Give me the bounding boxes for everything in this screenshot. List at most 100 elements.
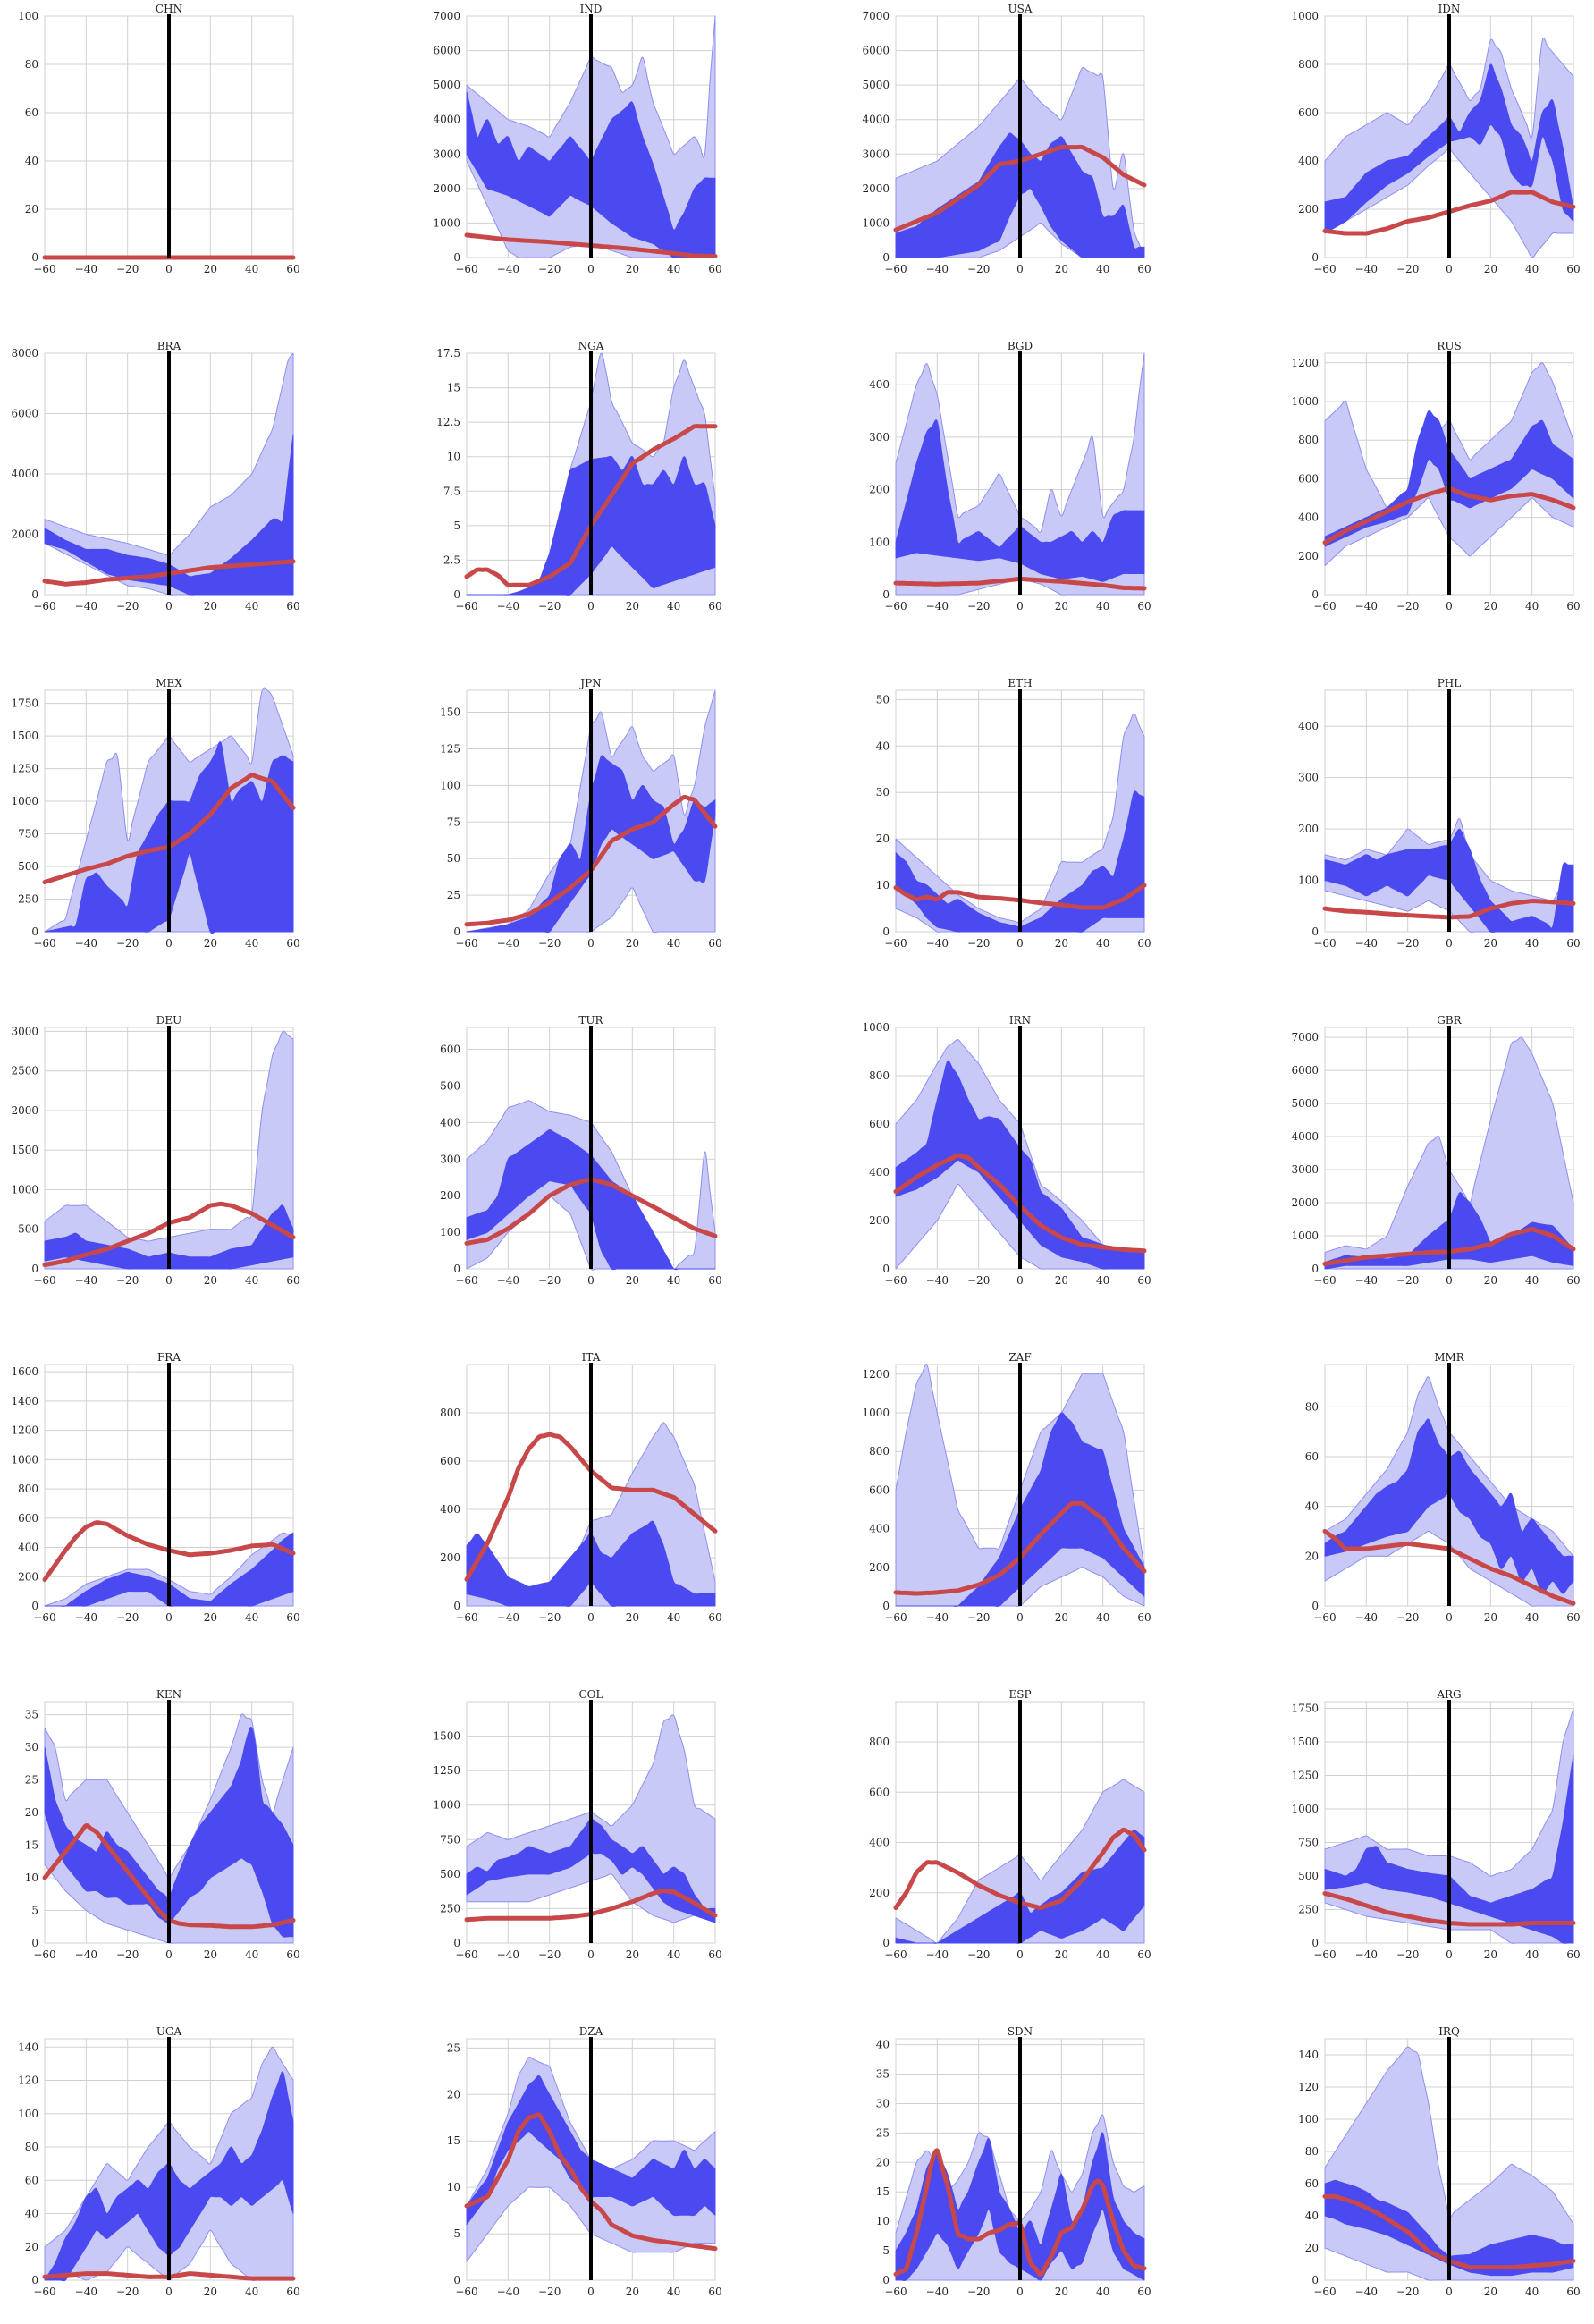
x-tick-label: 60 xyxy=(708,937,721,950)
x-tick-label: 20 xyxy=(204,1948,217,1961)
x-tick-label: 60 xyxy=(1566,1611,1580,1624)
x-tick-label: −60 xyxy=(455,2286,477,2298)
x-tick-label: −40 xyxy=(497,600,519,613)
x-tick-label: 60 xyxy=(286,2286,299,2298)
x-tick-label: 0 xyxy=(587,1948,595,1961)
x-tick-label: −20 xyxy=(116,1611,139,1624)
y-tick-label: 750 xyxy=(18,828,38,841)
y-tick-label: 600 xyxy=(440,1044,460,1056)
y-tick-label: 1000 xyxy=(862,1021,890,1034)
y-tick-label: 400 xyxy=(869,1166,890,1179)
y-tick-label: 1000 xyxy=(1291,1230,1319,1242)
chart-uga: UGA −60 −40 −20 0 20 40 60 0 20 40 60 80 100 120 140 xyxy=(18,2025,300,2298)
panel-phl: PHL −60 −40 −20 0 20 40 60 0 100 200 300 400 xyxy=(1282,677,1584,959)
x-tick-label: −40 xyxy=(926,1611,949,1624)
x-tick-label: 40 xyxy=(1096,600,1109,613)
y-tick-label: 400 xyxy=(869,378,890,391)
x-tick-label: −20 xyxy=(1396,263,1419,275)
x-tick-label: 60 xyxy=(708,1274,721,1287)
y-tick-label: 1000 xyxy=(1291,1803,1319,1815)
panel-zaf: ZAF −60 −40 −20 0 20 40 60 0 200 400 600 800 1000 1200 xyxy=(853,1351,1155,1633)
y-tick-label: 600 xyxy=(1298,472,1319,485)
x-tick-label: −60 xyxy=(33,600,55,613)
plot-area-deu: DEU −60 −40 −20 0 20 40 60 0 500 1000 1500 2000 2500 3… xyxy=(11,1014,299,1287)
y-tick-label: 1000 xyxy=(862,216,890,229)
y-tick-label: 0 xyxy=(31,1263,38,1275)
chart-gbr: GBR −60 −40 −20 0 20 40 60 0 1000 2000 3000 4000 5000… xyxy=(1291,1014,1580,1287)
plot-area-fra: FRA−60 −40 −20 0 20 40 60020040060080010001200… xyxy=(11,1351,299,1624)
x-tick-label: −60 xyxy=(884,600,907,613)
x-tick-label: −40 xyxy=(75,1274,97,1287)
y-tick-label: 0 xyxy=(1311,1937,1319,1949)
y-tick-label: 400 xyxy=(440,1116,460,1128)
panel-title: IND xyxy=(580,3,603,15)
x-tick-label: 0 xyxy=(1016,937,1024,950)
y-tick-label: 50 xyxy=(447,852,460,865)
x-tick-label: −20 xyxy=(967,263,990,275)
plot-area-mex: MEX −60 −40 −20 0 20 40 60 0 250 500 750 1000 1250 150… xyxy=(11,677,299,950)
y-tick-label: 6000 xyxy=(11,408,38,420)
inner-band xyxy=(1324,1418,1574,1594)
panel-esp: ESP −60 −40 −20 0 20 40 60 0 200 400 600 800 xyxy=(853,1688,1155,1970)
panel-tur: TUR −60 −40 −20 0 20 40 60 0 100 200 300 400 500 600 xyxy=(424,1014,726,1296)
x-tick-label: −20 xyxy=(538,937,561,950)
y-tick-label: 0 xyxy=(453,2274,460,2286)
panel-rus: RUS −60 −40 −20 0 20 40 60 0 200 400 600 800 1000 1200 xyxy=(1282,340,1584,621)
x-tick-label: 20 xyxy=(1055,1948,1068,1961)
y-tick-label: 1250 xyxy=(11,763,38,775)
x-tick-label: 40 xyxy=(667,1274,680,1287)
x-tick-label: 60 xyxy=(1137,2286,1151,2298)
panel-bra: BRA −60 −40 −20 0 20 40 60 0 2000 4000 6000 8000 xyxy=(2,340,304,621)
x-tick-label: 20 xyxy=(1484,937,1497,950)
x-tick-label: −60 xyxy=(455,263,477,275)
y-tick-label: 1000 xyxy=(1291,10,1319,22)
x-tick-label: −40 xyxy=(926,600,949,613)
y-tick-label: 4000 xyxy=(433,114,460,126)
panel-title: GBR xyxy=(1437,1014,1462,1027)
x-tick-label: −20 xyxy=(967,2286,990,2298)
y-tick-label: 1000 xyxy=(11,1453,38,1466)
y-tick-label: 0 xyxy=(31,1600,38,1612)
y-tick-label: 40 xyxy=(25,155,38,167)
x-tick-label: −60 xyxy=(33,937,55,950)
x-tick-label: −60 xyxy=(1313,1948,1336,1961)
y-tick-label: 3000 xyxy=(1291,1163,1319,1176)
x-tick-label: −20 xyxy=(116,2286,139,2298)
x-tick-label: 0 xyxy=(587,263,595,275)
inner-band xyxy=(466,2075,716,2226)
x-tick-label: −40 xyxy=(497,937,519,950)
panel-irq: IRQ −60 −40 −20 0 20 40 60 0 20 40 60 80 100 120 140 xyxy=(1282,2025,1584,2307)
panel-title: JPN xyxy=(578,677,601,689)
x-tick-label: 20 xyxy=(1055,2286,1068,2298)
x-tick-label: 40 xyxy=(1525,1948,1539,1961)
y-tick-label: 100 xyxy=(18,10,38,22)
y-tick-label: 100 xyxy=(869,536,890,548)
y-tick-label: 600 xyxy=(869,1118,890,1130)
plot-area-bgd: BGD −60 −40 −20 0 20 40 60 0 100 200 300 400 xyxy=(869,340,1151,613)
y-tick-label: 800 xyxy=(1298,434,1319,446)
y-tick-label: 400 xyxy=(869,1837,890,1849)
y-tick-label: 250 xyxy=(18,893,38,906)
y-tick-label: 1250 xyxy=(433,1764,460,1777)
y-tick-label: 7000 xyxy=(433,10,460,22)
y-tick-label: 1000 xyxy=(433,216,460,229)
x-tick-label: −20 xyxy=(967,937,990,950)
x-tick-label: 60 xyxy=(708,1611,721,1624)
x-tick-label: 0 xyxy=(587,1611,595,1624)
x-tick-label: −60 xyxy=(1313,263,1336,275)
x-tick-label: 0 xyxy=(1016,1274,1024,1287)
panel-title: MMR xyxy=(1434,1351,1465,1364)
y-tick-label: 400 xyxy=(1298,511,1319,524)
panel-title: IDN xyxy=(1438,3,1461,15)
x-tick-label: 0 xyxy=(587,1274,595,1287)
y-tick-label: 7000 xyxy=(1291,1031,1319,1044)
y-tick-label: 20 xyxy=(876,2156,890,2168)
chart-nga: NGA −60 −40 −20 0 20 40 60 0 2.5 5 7.5 10 12.5 15 17.5 xyxy=(436,340,721,613)
y-tick-label: 100 xyxy=(1298,2113,1319,2125)
y-tick-label: 500 xyxy=(18,1223,38,1236)
y-tick-label: 6000 xyxy=(433,45,460,57)
inner-band xyxy=(1324,828,1574,934)
x-tick-label: 0 xyxy=(165,1948,173,1961)
